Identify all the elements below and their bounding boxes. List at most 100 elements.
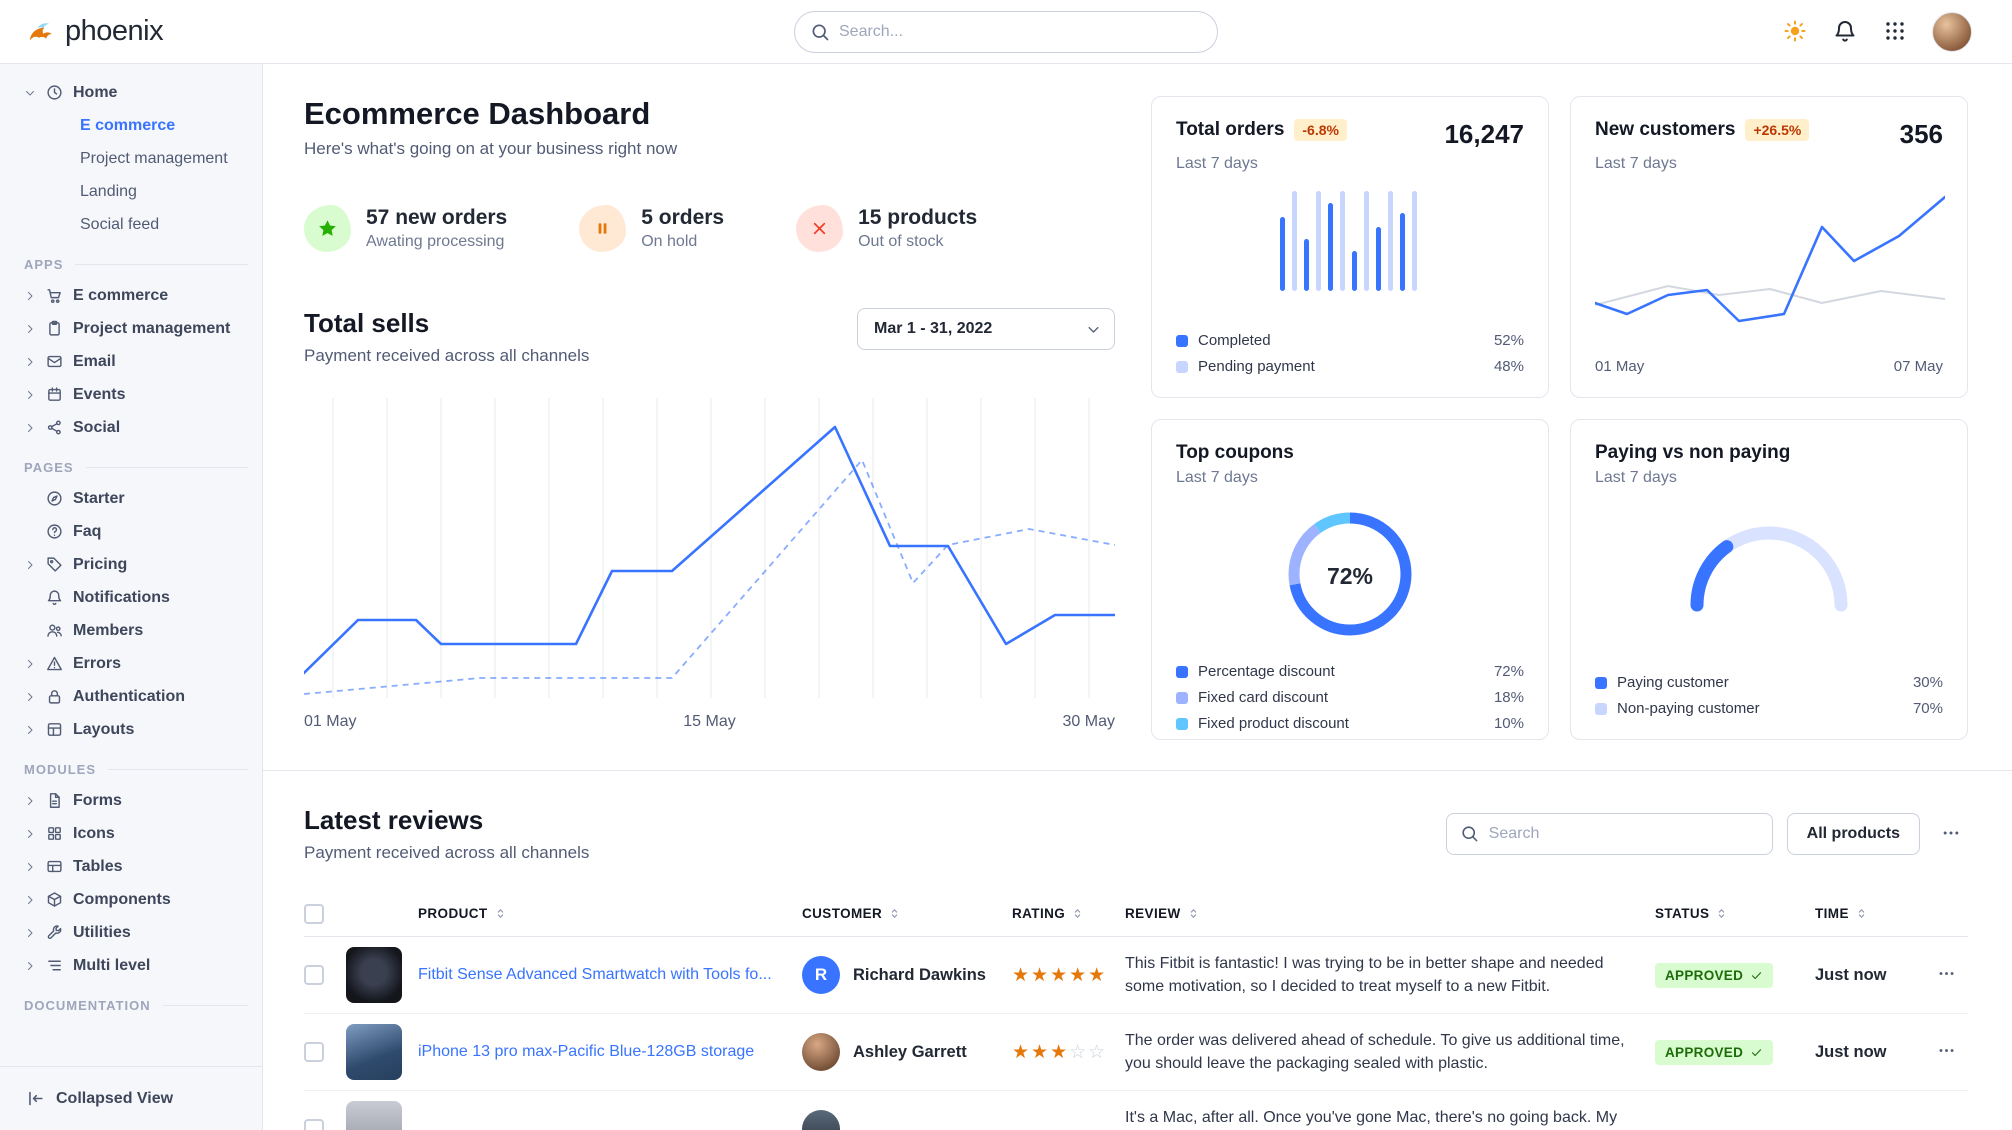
- all-products-filter-button[interactable]: All products: [1786, 813, 1920, 855]
- chevron-right-icon: [24, 861, 36, 873]
- shopping-cart-icon: [46, 287, 63, 304]
- sidebar-item-faq[interactable]: Faq: [0, 515, 262, 548]
- theme-toggle-button[interactable]: [1782, 19, 1808, 45]
- sidebar-item-home-landing[interactable]: Landing: [80, 182, 137, 200]
- product-image[interactable]: [346, 1024, 402, 1080]
- collapse-sidebar-button[interactable]: Collapsed View: [0, 1066, 262, 1130]
- sidebar-item-home-ecommerce[interactable]: E commerce: [80, 116, 176, 134]
- navbar-actions: [1782, 11, 1972, 52]
- chevron-right-icon: [24, 960, 36, 972]
- row-checkbox[interactable]: [304, 965, 324, 985]
- table-icon: [46, 858, 63, 875]
- sidebar-item-home-social-feed[interactable]: Social feed: [80, 215, 160, 233]
- sidebar-item-events[interactable]: Events: [0, 378, 262, 411]
- customer-avatar[interactable]: R: [802, 956, 840, 994]
- sidebar-item-social[interactable]: Social: [0, 411, 262, 444]
- more-horizontal-icon: [1941, 823, 1961, 843]
- sidebar-item-home-project-management[interactable]: Project management: [80, 149, 228, 167]
- calendar-icon: [46, 386, 63, 403]
- date-range-select[interactable]: Mar 1 - 31, 2022: [857, 308, 1115, 350]
- user-avatar[interactable]: [1932, 11, 1972, 52]
- product-image[interactable]: [346, 947, 402, 1003]
- status-badge: APPROVED: [1655, 1039, 1774, 1065]
- sidebar-item-multi-level[interactable]: Multi level: [0, 949, 262, 982]
- orders-bar-chart: [1280, 191, 1420, 296]
- star-icon: [304, 205, 351, 252]
- sidebar-item-errors[interactable]: Errors: [0, 647, 262, 680]
- notifications-button[interactable]: [1832, 19, 1858, 45]
- sidebar-item-project-management[interactable]: Project management: [0, 312, 262, 345]
- row-checkbox[interactable]: [304, 1119, 324, 1130]
- more-horizontal-icon: [1937, 1041, 1956, 1060]
- sidebar-item-notifications[interactable]: Notifications: [0, 581, 262, 614]
- customer-avatar[interactable]: [802, 1110, 840, 1130]
- review-text: This Fitbit is fantastic! I was trying t…: [1125, 954, 1604, 995]
- select-all-checkbox[interactable]: [304, 903, 324, 924]
- sidebar-item-ecommerce[interactable]: E commerce: [0, 279, 262, 312]
- chevron-down-icon: [1086, 322, 1101, 337]
- reviews-more-button[interactable]: [1934, 817, 1968, 851]
- new-customers-value: 356: [1899, 119, 1943, 149]
- chevron-right-icon: [24, 927, 36, 939]
- sidebar-item-home[interactable]: Home: [0, 76, 262, 109]
- legend-paying-customer: Paying customer 30%: [1595, 674, 1943, 691]
- chevron-right-icon: [24, 559, 36, 571]
- sidebar-section-apps: APPS: [24, 257, 248, 272]
- reviews-search-input[interactable]: [1445, 813, 1773, 855]
- product-link[interactable]: iPhone 13 pro max-Pacific Blue-128GB sto…: [418, 1043, 755, 1060]
- sidebar-item-email[interactable]: Email: [0, 345, 262, 378]
- legend-swatch: [1176, 334, 1188, 347]
- sidebar-item-forms[interactable]: Forms: [0, 784, 262, 817]
- sidebar-section-documentation: DOCUMENTATION: [24, 998, 248, 1013]
- chevron-right-icon: [24, 894, 36, 906]
- time-cell: Just now: [1815, 965, 1887, 984]
- sidebar-item-pricing[interactable]: Pricing: [0, 548, 262, 581]
- search-input[interactable]: [794, 10, 1218, 53]
- compass-icon: [46, 490, 63, 507]
- sidebar-item-components[interactable]: Components: [0, 883, 262, 916]
- check-icon: [1750, 1046, 1763, 1059]
- legend-fixed-product-discount: Fixed product discount 10%: [1176, 715, 1524, 732]
- row-checkbox[interactable]: [304, 1042, 324, 1062]
- rating-stars: ★★★★★: [1012, 964, 1108, 986]
- grid-nine-dots-icon: [1883, 19, 1907, 43]
- product-link[interactable]: Fitbit Sense Advanced Smartwatch with To…: [418, 966, 772, 983]
- row-more-button[interactable]: [1925, 964, 1968, 986]
- customer-avatar[interactable]: [802, 1033, 840, 1071]
- mail-icon: [46, 353, 63, 370]
- total-sells-x-axis: 01 May 15 May 30 May: [304, 713, 1115, 730]
- sort-icon: [494, 907, 507, 920]
- dashboard-section: Ecommerce Dashboard Here's what's going …: [263, 64, 2012, 770]
- brand-logo[interactable]: phoenix: [26, 15, 164, 48]
- sidebar-item-tables[interactable]: Tables: [0, 850, 262, 883]
- coupons-donut-chart: 72%: [1275, 499, 1425, 654]
- apps-menu-button[interactable]: [1882, 19, 1908, 45]
- column-header-rating[interactable]: RATING: [1012, 906, 1125, 921]
- column-header-time[interactable]: TIME: [1815, 906, 1925, 921]
- sort-icon: [1855, 907, 1868, 920]
- column-header-status[interactable]: STATUS: [1655, 906, 1815, 921]
- chevron-right-icon: [24, 389, 36, 401]
- column-header-review[interactable]: REVIEW: [1125, 906, 1655, 921]
- sidebar-item-members[interactable]: Members: [0, 614, 262, 647]
- sort-icon: [1187, 907, 1200, 920]
- chevron-right-icon: [24, 691, 36, 703]
- sidebar-item-authentication[interactable]: Authentication: [0, 680, 262, 713]
- sidebar-item-icons[interactable]: Icons: [0, 817, 262, 850]
- sidebar-item-starter[interactable]: Starter: [0, 482, 262, 515]
- reviews-search: [1445, 813, 1773, 855]
- table-header-row: PRODUCT CUSTOMER RATING REVIEW STATUS TI…: [304, 891, 1968, 937]
- chevron-right-icon: [24, 658, 36, 670]
- legend-fixed-card-discount: Fixed card discount 18%: [1176, 689, 1524, 706]
- column-header-product[interactable]: PRODUCT: [346, 906, 802, 921]
- sidebar-item-layouts[interactable]: Layouts: [0, 713, 262, 746]
- column-header-customer[interactable]: CUSTOMER: [802, 906, 1012, 921]
- legend-swatch: [1176, 691, 1188, 704]
- new-customers-line-chart: [1593, 191, 1947, 336]
- clipboard-icon: [46, 320, 63, 337]
- sidebar-item-utilities[interactable]: Utilities: [0, 916, 262, 949]
- row-more-button[interactable]: [1925, 1041, 1968, 1063]
- layout-icon: [46, 721, 63, 738]
- product-image[interactable]: [346, 1101, 402, 1130]
- sort-icon: [1715, 907, 1728, 920]
